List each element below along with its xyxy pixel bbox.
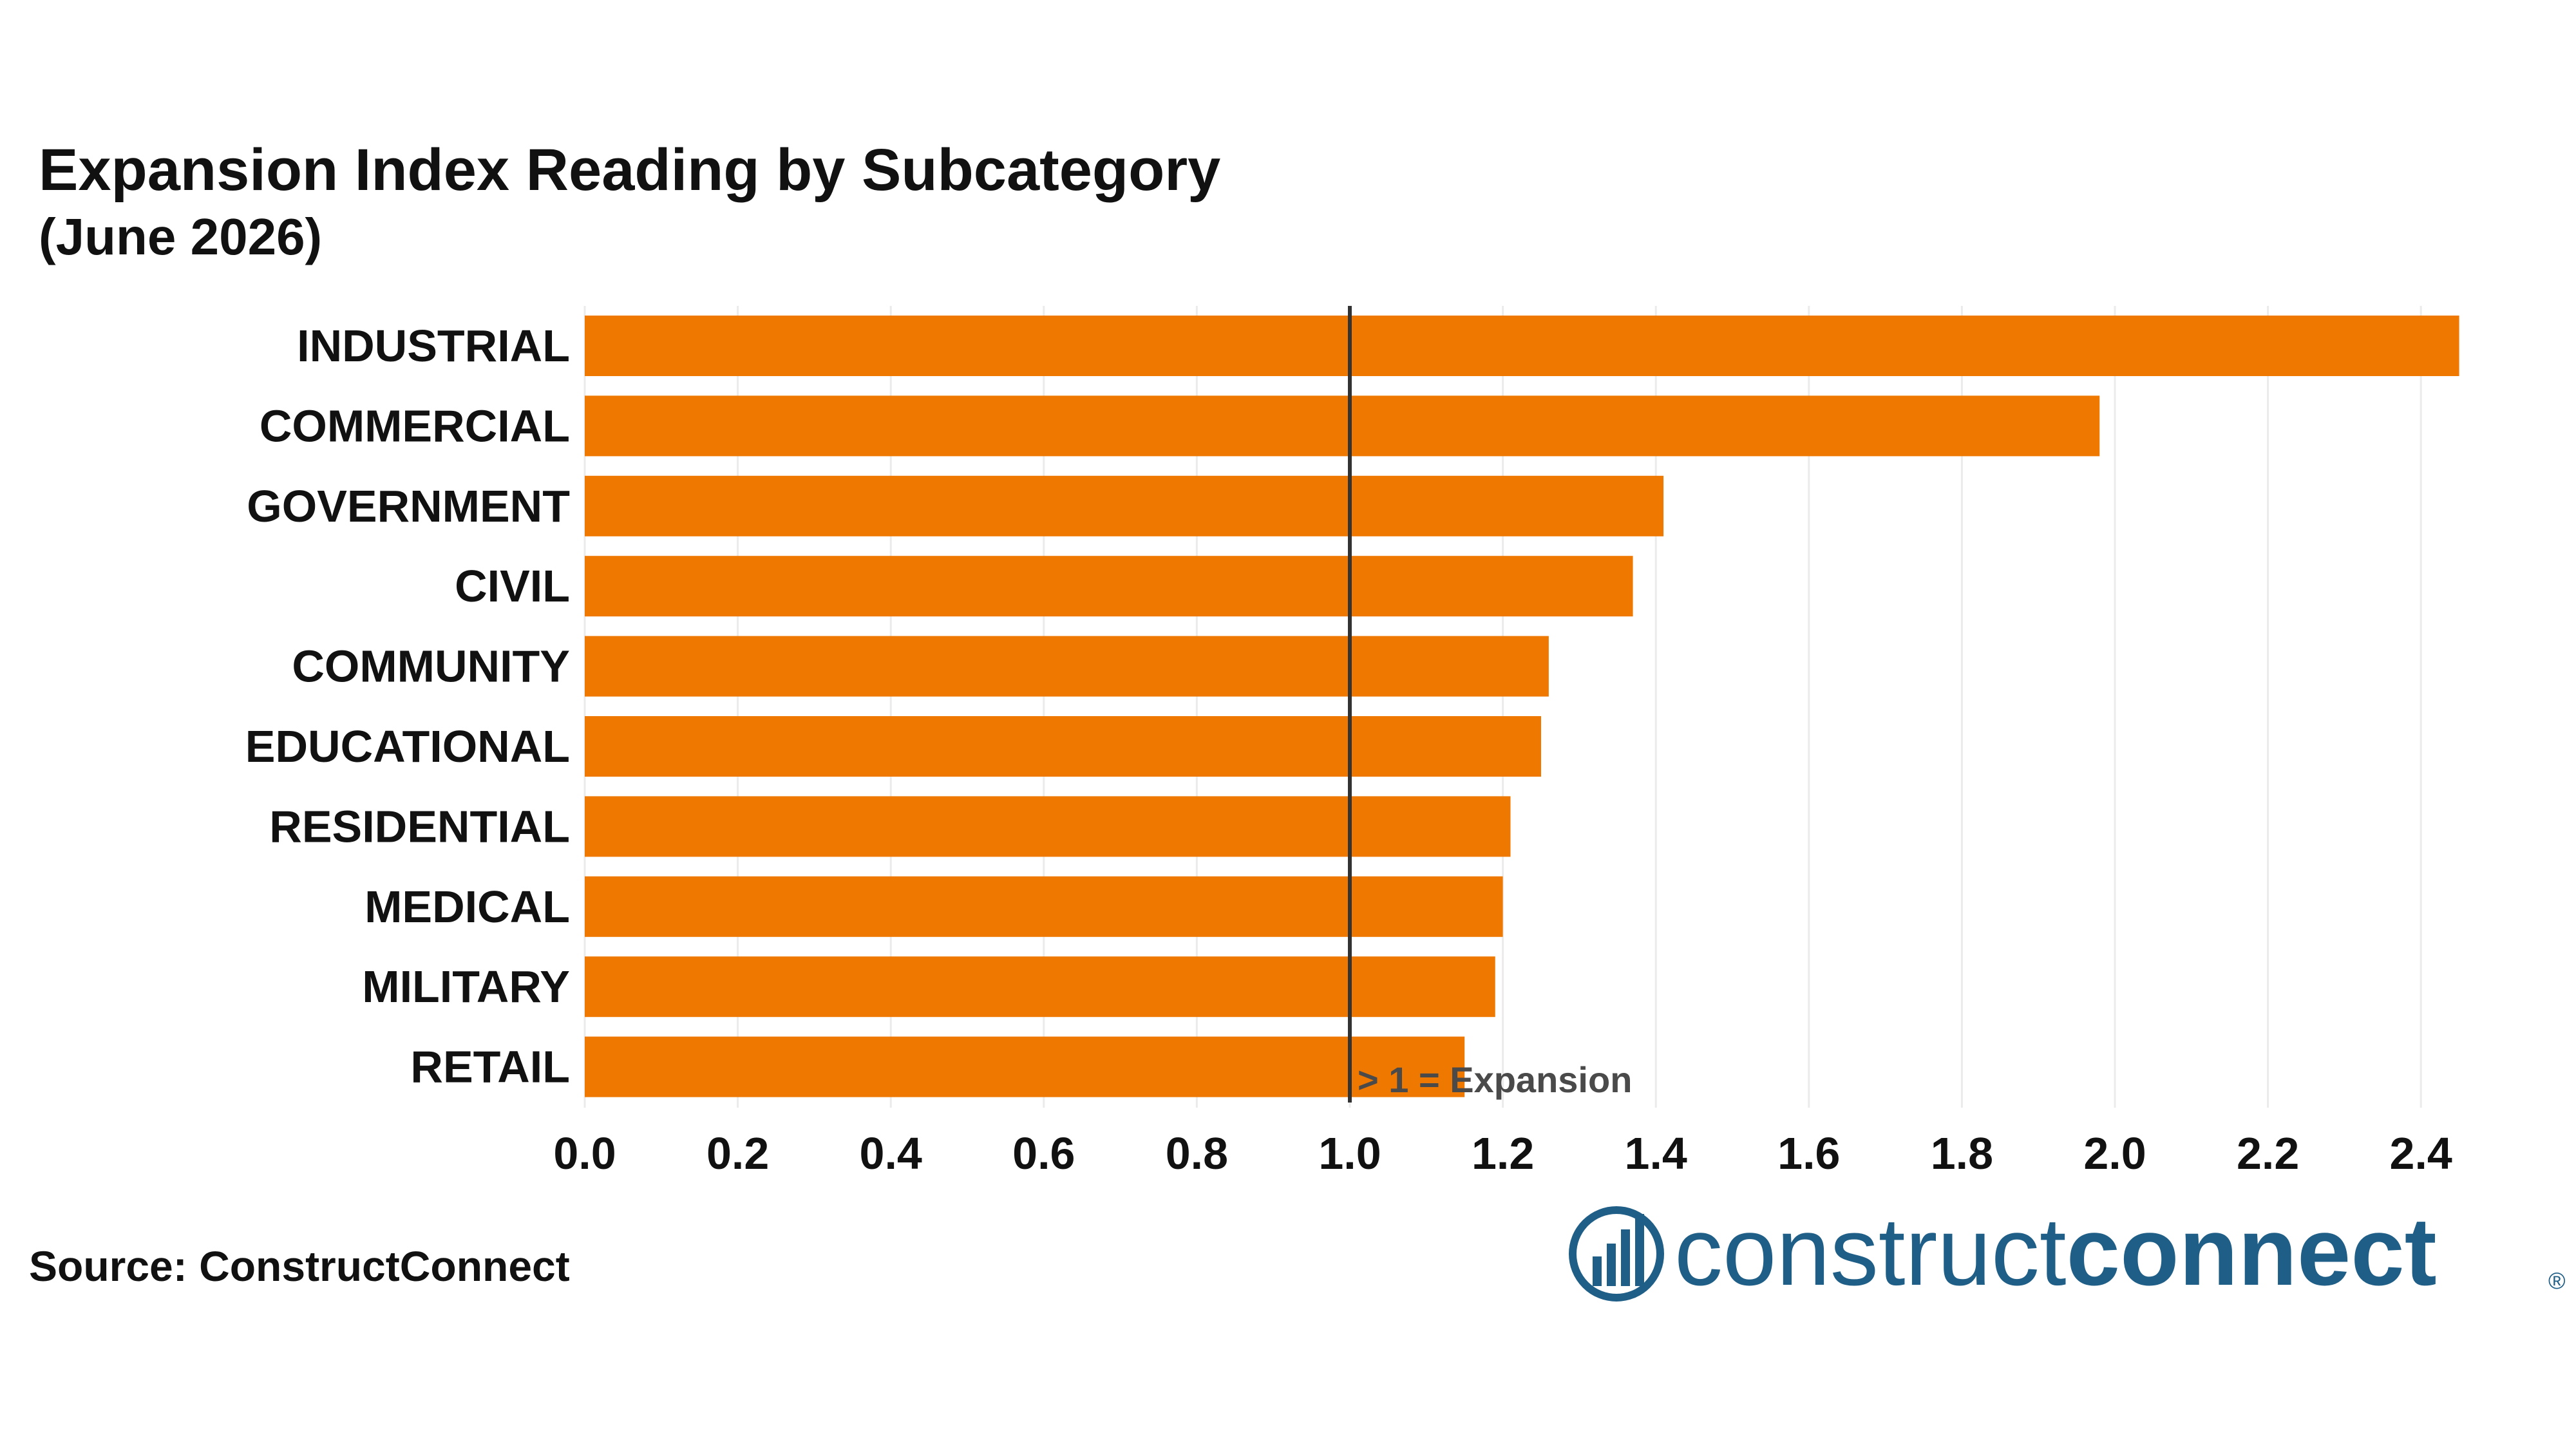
x-tick-label: 0.0	[553, 1128, 616, 1179]
bar-medical	[585, 876, 1503, 937]
category-label: RESIDENTIAL	[269, 801, 570, 851]
bars	[585, 316, 2459, 1097]
bar-civil	[585, 556, 1633, 617]
constructconnect-logo: constructconnect ®	[1569, 1197, 2566, 1304]
x-tick-label: 2.2	[2237, 1128, 2299, 1179]
x-axis-ticks: 0.0 0.2 0.4 0.6 0.8 1.0 1.2 1.4 1.6 1.8 2.0 2.2 2.4	[553, 1128, 2452, 1179]
logo-registered-mark: ®	[2548, 1267, 2566, 1294]
source-note: Source: ConstructConnect	[29, 1242, 570, 1290]
bar-industrial	[585, 316, 2459, 376]
reference-line-label: > 1 = Expansion	[1358, 1059, 1632, 1100]
category-label: GOVERNMENT	[247, 481, 570, 531]
category-labels: INDUSTRIAL COMMERCIAL GOVERNMENT CIVIL COMMU…	[245, 321, 570, 1092]
bar-retail	[585, 1036, 1465, 1097]
chart-subtitle: (June 2026)	[39, 208, 323, 265]
logo-text-light: construct	[1674, 1197, 2067, 1304]
x-tick-label: 1.4	[1625, 1128, 1687, 1179]
x-tick-label: 2.4	[2390, 1128, 2452, 1179]
x-tick-label: 0.8	[1166, 1128, 1228, 1179]
category-label: INDUSTRIAL	[297, 321, 570, 371]
x-tick-label: 1.8	[1931, 1128, 1993, 1179]
category-label: COMMERCIAL	[260, 401, 570, 451]
x-tick-label: 1.0	[1318, 1128, 1381, 1179]
bar-educational	[585, 716, 1541, 777]
reference-line-group: > 1 = Expansion	[1348, 306, 1632, 1103]
category-label: MILITARY	[362, 961, 570, 1012]
bar-government	[585, 475, 1664, 536]
bar-military	[585, 956, 1495, 1018]
x-tick-label: 1.6	[1777, 1128, 1840, 1179]
x-tick-label: 2.0	[2083, 1128, 2146, 1179]
category-label: CIVIL	[455, 561, 570, 611]
svg-text:constructconnect: constructconnect	[1674, 1197, 2437, 1304]
bar-community	[585, 636, 1549, 697]
category-label: MEDICAL	[365, 882, 570, 932]
category-label: COMMUNITY	[292, 641, 570, 692]
bar-residential	[585, 796, 1511, 857]
category-label: EDUCATIONAL	[245, 721, 570, 772]
chart-title: Expansion Index Reading by Subcategory	[39, 137, 1221, 203]
x-tick-label: 1.2	[1472, 1128, 1534, 1179]
x-tick-label: 0.4	[860, 1128, 922, 1179]
x-tick-label: 0.2	[706, 1128, 769, 1179]
logo-text-bold: connect	[2067, 1197, 2437, 1304]
x-tick-label: 0.6	[1012, 1128, 1075, 1179]
bar-commercial	[585, 395, 2100, 457]
logo-mark-icon	[1569, 1206, 1664, 1302]
category-label: RETAIL	[410, 1042, 570, 1092]
